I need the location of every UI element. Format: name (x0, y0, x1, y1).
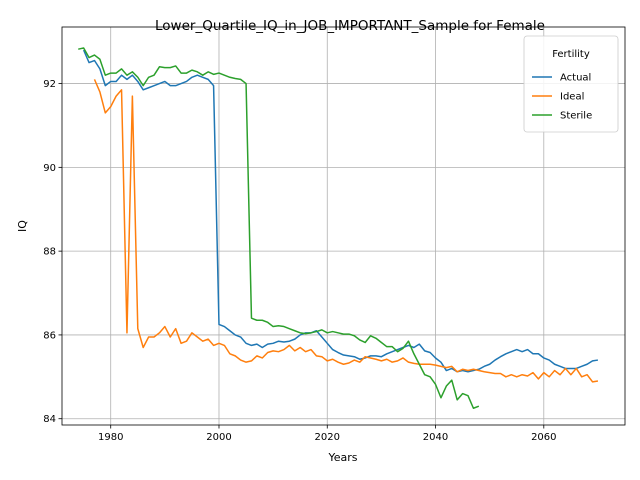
x-tick-label: 2060 (531, 432, 556, 443)
y-tick-label: 84 (43, 414, 56, 425)
y-tick-label: 90 (43, 163, 56, 174)
legend-label-ideal: Ideal (560, 92, 584, 103)
series-lines (78, 47, 599, 409)
chart-title: Lower_Quartile_IQ_in_JOB_IMPORTANT_Sampl… (155, 18, 545, 34)
y-axis-label: IQ (16, 220, 29, 232)
legend-box (523, 35, 619, 133)
legend-items: Actual Ideal Sterile (532, 73, 592, 122)
legend-title: Fertility (552, 49, 590, 60)
series-line-actual (82, 49, 599, 373)
legend: Fertility Actual Ideal Sterile (523, 35, 619, 133)
x-axis-label: Years (327, 451, 357, 464)
x-tick-label: 2020 (315, 432, 340, 443)
legend-label-actual: Actual (560, 73, 591, 84)
x-tick-label: 2000 (206, 432, 231, 443)
x-axis-ticks: 1980 2000 2020 2040 2060 (98, 425, 557, 443)
x-tick-label: 1980 (98, 432, 123, 443)
series-line-sterile (78, 47, 480, 409)
plot-area (61, 26, 626, 426)
y-tick-label: 88 (43, 247, 56, 258)
legend-label-sterile: Sterile (560, 111, 592, 122)
y-tick-label: 92 (43, 79, 56, 90)
series-line-ideal (93, 79, 599, 383)
x-tick-label: 2040 (423, 432, 448, 443)
y-axis-ticks: 84 86 88 90 92 (43, 79, 62, 425)
y-tick-label: 86 (43, 330, 56, 341)
